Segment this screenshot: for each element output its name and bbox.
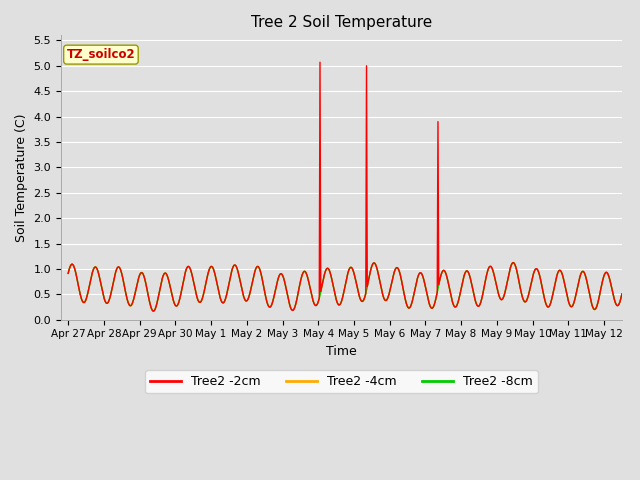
Text: TZ_soilco2: TZ_soilco2 (67, 48, 135, 61)
Y-axis label: Soil Temperature (C): Soil Temperature (C) (15, 113, 28, 242)
X-axis label: Time: Time (326, 345, 357, 358)
Legend: Tree2 -2cm, Tree2 -4cm, Tree2 -8cm: Tree2 -2cm, Tree2 -4cm, Tree2 -8cm (145, 370, 538, 393)
Title: Tree 2 Soil Temperature: Tree 2 Soil Temperature (251, 15, 432, 30)
